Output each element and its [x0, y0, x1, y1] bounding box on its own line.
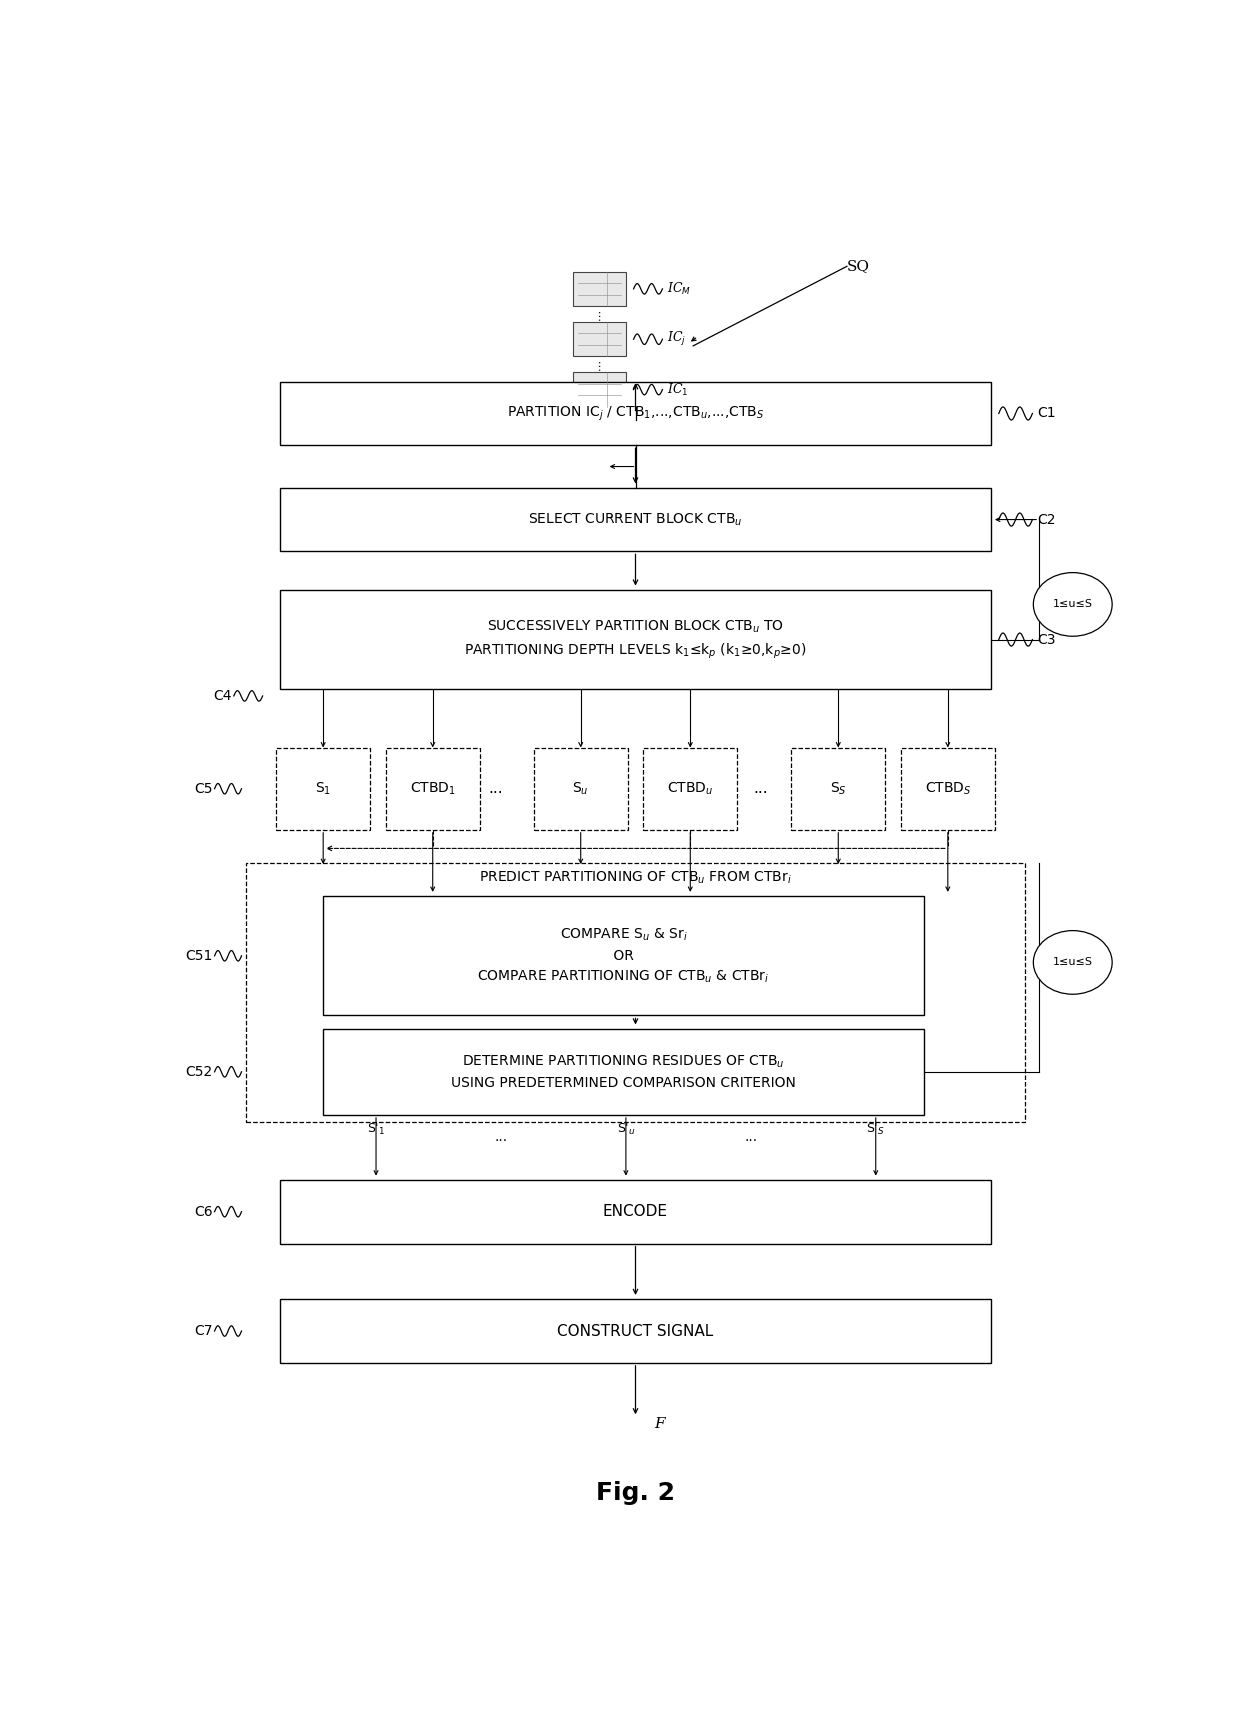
Text: C3: C3 — [1037, 632, 1055, 646]
Text: C51: C51 — [185, 949, 213, 963]
FancyBboxPatch shape — [324, 1028, 924, 1114]
Text: S'$_u$: S'$_u$ — [616, 1121, 635, 1137]
Text: PARTITION IC$_j$ / CTB$_1$,...,CTB$_u$,...,CTB$_S$: PARTITION IC$_j$ / CTB$_1$,...,CTB$_u$,.… — [507, 405, 764, 422]
FancyBboxPatch shape — [900, 747, 994, 830]
Text: SQ: SQ — [847, 260, 870, 274]
Text: C7: C7 — [195, 1324, 213, 1338]
Ellipse shape — [1033, 573, 1112, 635]
Text: S$_1$: S$_1$ — [315, 780, 331, 797]
Text: C52: C52 — [186, 1064, 213, 1078]
Text: CTBD$_1$: CTBD$_1$ — [410, 780, 455, 797]
FancyBboxPatch shape — [573, 372, 626, 406]
Text: F: F — [655, 1417, 666, 1431]
FancyBboxPatch shape — [324, 895, 924, 1016]
Text: ⋯: ⋯ — [594, 358, 604, 370]
Text: Fig. 2: Fig. 2 — [596, 1481, 675, 1505]
Text: ENCODE: ENCODE — [603, 1204, 668, 1219]
Text: S$_u$: S$_u$ — [573, 780, 589, 797]
FancyBboxPatch shape — [280, 1298, 991, 1362]
Text: COMPARE S$_u$ & Sr$_i$
 OR 
COMPARE PARTITIONING OF CTB$_u$ & CTBr$_i$: COMPARE S$_u$ & Sr$_i$ OR COMPARE PARTIT… — [477, 926, 770, 985]
Text: CTBD$_u$: CTBD$_u$ — [667, 780, 713, 797]
Text: SUCCESSIVELY PARTITION BLOCK CTB$_u$ TO
PARTITIONING DEPTH LEVELS k$_1$≤k$_p$ (k: SUCCESSIVELY PARTITION BLOCK CTB$_u$ TO … — [464, 618, 807, 661]
FancyBboxPatch shape — [386, 747, 480, 830]
Text: ⋯: ⋯ — [594, 308, 604, 320]
Text: C5: C5 — [195, 782, 213, 796]
FancyBboxPatch shape — [644, 747, 738, 830]
Ellipse shape — [1033, 930, 1112, 994]
FancyBboxPatch shape — [280, 382, 991, 446]
Text: ...: ... — [489, 782, 503, 796]
Text: C2: C2 — [1037, 513, 1055, 527]
Text: S$_S$: S$_S$ — [830, 780, 847, 797]
Text: C6: C6 — [193, 1205, 213, 1219]
Text: CTBD$_S$: CTBD$_S$ — [925, 780, 971, 797]
Text: ...: ... — [495, 1130, 507, 1145]
Text: IC$_M$: IC$_M$ — [667, 281, 692, 296]
Text: IC$_j$: IC$_j$ — [667, 331, 687, 348]
FancyBboxPatch shape — [280, 591, 991, 689]
Text: S'$_1$: S'$_1$ — [367, 1121, 386, 1137]
FancyBboxPatch shape — [791, 747, 885, 830]
Text: IC$_1$: IC$_1$ — [667, 382, 688, 398]
FancyBboxPatch shape — [573, 272, 626, 307]
Text: PREDICT PARTITIONING OF CTB$_u$ FROM CTBr$_i$: PREDICT PARTITIONING OF CTB$_u$ FROM CTB… — [479, 870, 792, 885]
Text: ...: ... — [744, 1130, 758, 1145]
Text: SELECT CURRENT BLOCK CTB$_u$: SELECT CURRENT BLOCK CTB$_u$ — [528, 511, 743, 527]
Text: C4: C4 — [213, 689, 232, 703]
FancyBboxPatch shape — [280, 1180, 991, 1243]
FancyBboxPatch shape — [533, 747, 627, 830]
Text: CONSTRUCT SIGNAL: CONSTRUCT SIGNAL — [557, 1324, 714, 1338]
FancyBboxPatch shape — [277, 747, 371, 830]
Text: S'$_S$: S'$_S$ — [867, 1121, 885, 1137]
Text: ...: ... — [753, 782, 768, 796]
FancyBboxPatch shape — [280, 487, 991, 551]
Text: C1: C1 — [1037, 406, 1055, 420]
Text: 1≤u≤S: 1≤u≤S — [1053, 957, 1092, 968]
FancyBboxPatch shape — [573, 322, 626, 356]
Text: DETERMINE PARTITIONING RESIDUES OF CTB$_u$
USING PREDETERMINED COMPARISON CRITER: DETERMINE PARTITIONING RESIDUES OF CTB$_… — [451, 1054, 796, 1090]
Text: 1≤u≤S: 1≤u≤S — [1053, 599, 1092, 610]
